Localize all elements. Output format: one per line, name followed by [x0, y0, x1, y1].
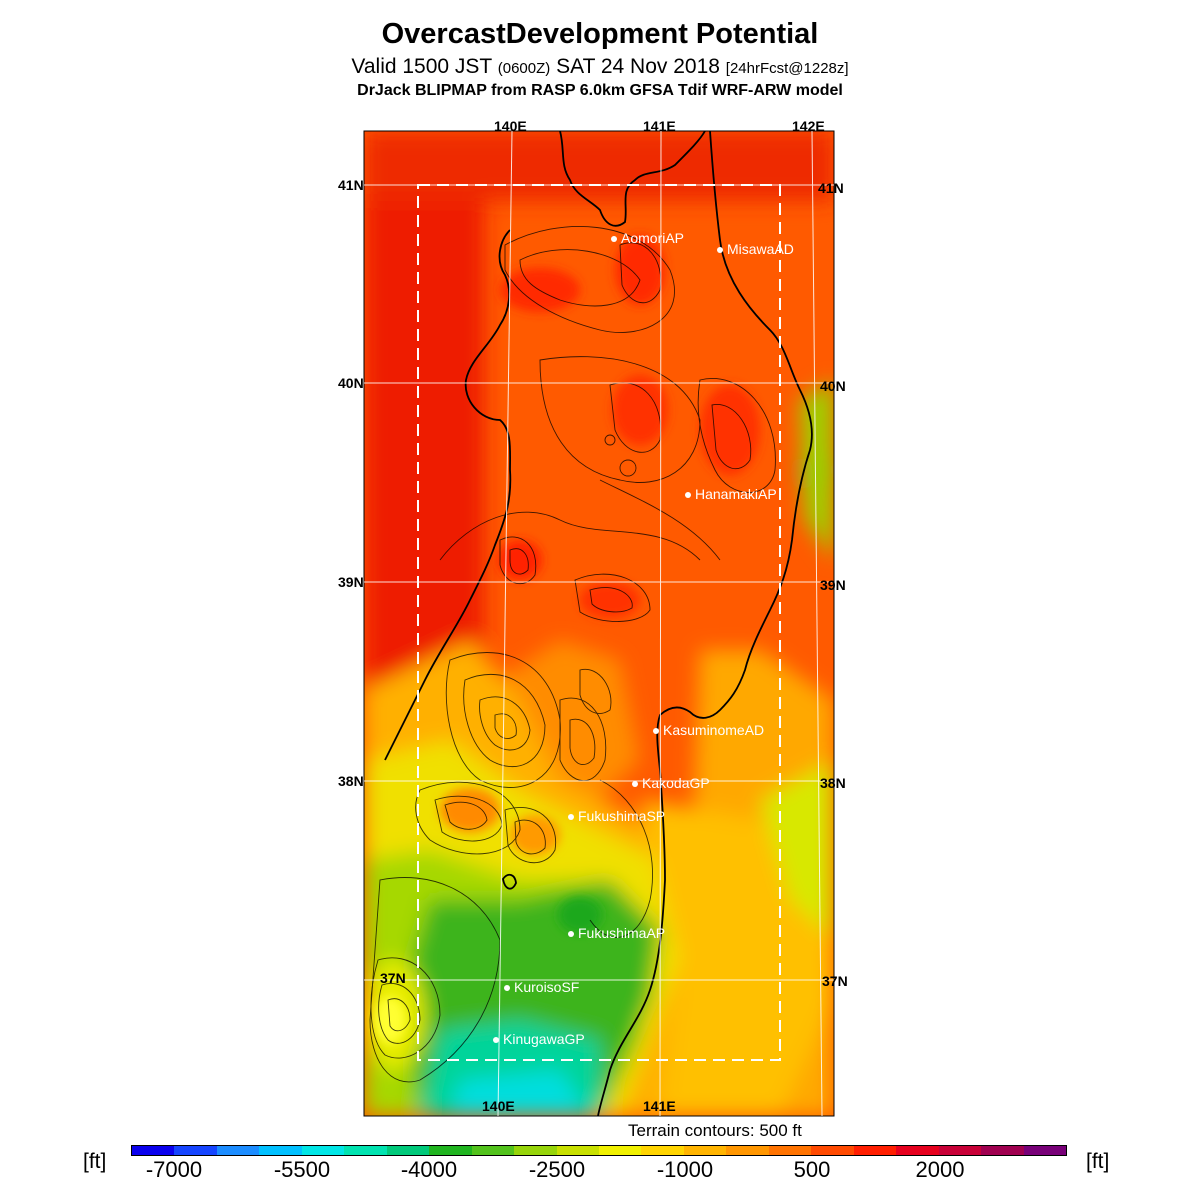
colorbar-swatch	[132, 1146, 175, 1155]
colorbar-swatch	[301, 1146, 345, 1155]
lat-label-left: 40N	[338, 375, 364, 391]
station-label: KakodaGP	[642, 775, 710, 791]
model-line: DrJack BLIPMAP from RASP 6.0km GFSA Tdif…	[357, 82, 843, 99]
station-label: AomoriAP	[621, 230, 685, 246]
colorbar-unit-right: [ft]	[1086, 1150, 1110, 1173]
colorbar	[131, 1145, 1067, 1156]
colorbar-swatch	[471, 1146, 515, 1155]
map-title: OvercastDevelopment Potential	[381, 18, 819, 50]
map-frame	[363, 130, 835, 1117]
lat-label-left: 38N	[338, 773, 364, 789]
colorbar-swatch	[556, 1146, 599, 1155]
station-dot	[611, 236, 617, 242]
colorbar-swatch	[259, 1146, 302, 1155]
station-dot	[653, 728, 659, 734]
colorbar-swatch	[514, 1146, 557, 1155]
lon-label-top: 142E	[792, 118, 825, 134]
terrain-contours	[369, 225, 776, 1083]
colorbar-swatch	[853, 1146, 897, 1155]
potential-field	[364, 131, 834, 1116]
station-dot	[504, 985, 510, 991]
lat-label-right: 40N	[820, 378, 846, 394]
station-label: KinugawaGP	[503, 1031, 585, 1047]
station-label: HanamakiAP	[695, 486, 777, 502]
colorbar-swatch	[768, 1146, 812, 1155]
colorbar-swatch	[896, 1146, 939, 1155]
colorbar-swatch	[981, 1146, 1024, 1155]
lat-label-right: 37N	[822, 973, 848, 989]
colorbar-tick: -5500	[273, 1157, 331, 1182]
valid-time-line: Valid 1500 JST (0600Z) SAT 24 Nov 2018 […	[0, 55, 1200, 79]
colorbar-swatch	[429, 1146, 472, 1155]
terrain-contour-note: Terrain contours: 500 ft	[628, 1121, 802, 1140]
colorbar-tick: -7000	[145, 1157, 203, 1182]
lat-label-right: 39N	[820, 577, 846, 593]
lon-label-bottom: 140E	[482, 1098, 515, 1114]
colorbar-swatch	[811, 1146, 854, 1155]
lat-label-left: 39N	[338, 574, 364, 590]
lat-label-left: 37N	[380, 970, 406, 986]
lon-label-top: 141E	[643, 118, 676, 134]
station-label: KasuminomeAD	[663, 722, 765, 738]
station-label: KuroisoSF	[514, 979, 580, 995]
colorbar-tick: -1000	[656, 1157, 714, 1182]
station-label: FukushimaAP	[578, 925, 666, 941]
colorbar-swatch	[683, 1146, 727, 1155]
colorbar-tick: -2500	[528, 1157, 586, 1182]
colorbar-tick: 500	[793, 1157, 831, 1182]
colorbar-swatch	[726, 1146, 769, 1155]
lat-label-right: 38N	[820, 775, 846, 791]
station-label: FukushimaSP	[578, 808, 666, 824]
station-dot	[493, 1037, 499, 1043]
station-dot	[568, 931, 574, 937]
station-dot	[685, 492, 691, 498]
lon-label-bottom: 141E	[643, 1098, 676, 1114]
colorbar-swatch	[386, 1146, 430, 1155]
colorbar-tick: -4000	[400, 1157, 458, 1182]
lat-label-right: 41N	[818, 180, 844, 196]
colorbar-swatch	[641, 1146, 684, 1155]
valid-date: SAT 24 Nov 2018	[556, 55, 720, 78]
station-dot	[717, 247, 723, 253]
colorbar-swatch	[216, 1146, 260, 1155]
colorbar-swatch	[1023, 1146, 1066, 1155]
colorbar-swatch	[938, 1146, 982, 1155]
domain-boundary	[417, 184, 781, 1061]
lat-label-left: 41N	[338, 177, 364, 193]
lon-label-top: 140E	[494, 118, 527, 134]
station-label: MisawaAD	[727, 241, 794, 257]
valid-time: Valid 1500 JST	[351, 55, 492, 78]
station-dot	[568, 814, 574, 820]
zulu-time: (0600Z)	[497, 60, 551, 77]
forecast-info: [24hrFcst@1228z]	[725, 60, 849, 77]
colorbar-swatch	[174, 1146, 217, 1155]
colorbar-unit-left: [ft]	[83, 1150, 107, 1173]
colorbar-swatch	[344, 1146, 387, 1155]
colorbar-tick: 2000	[915, 1157, 965, 1182]
colorbar-swatch	[598, 1146, 642, 1155]
station-dot	[632, 781, 638, 787]
